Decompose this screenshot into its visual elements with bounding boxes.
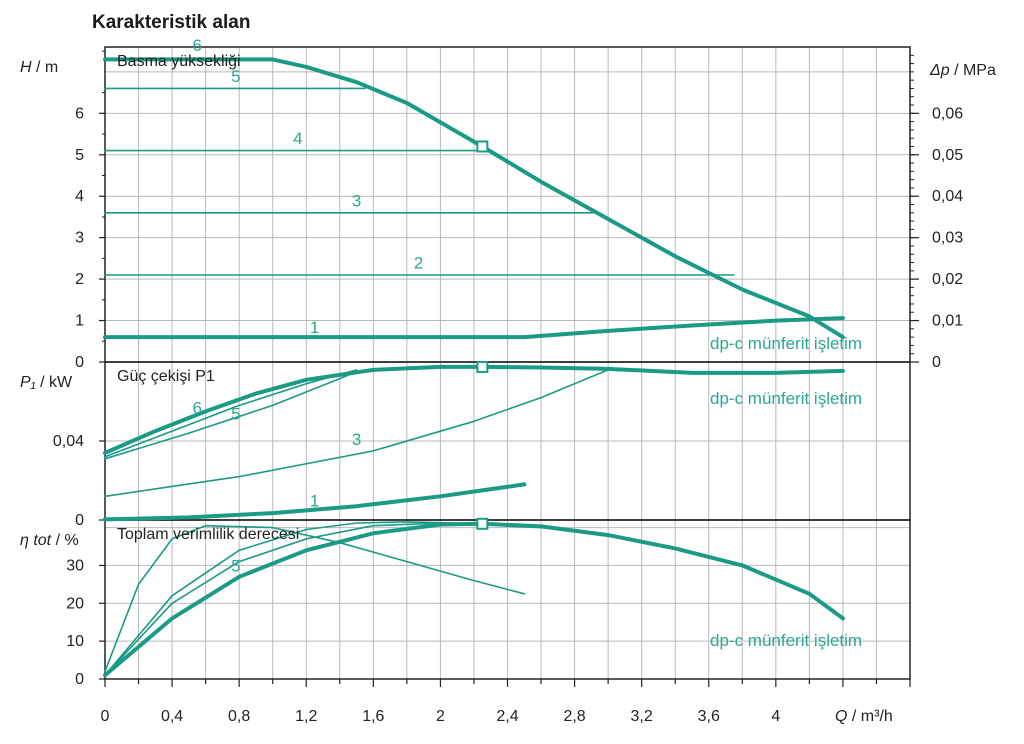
y2-tick-label: 0,04 [932, 188, 963, 205]
series-curve-3 [104, 369, 609, 498]
operating-point-marker [476, 140, 489, 153]
y-tick-label: 0 [75, 512, 84, 529]
series-label-2: 2 [414, 254, 423, 273]
operating-point-marker [476, 517, 489, 530]
y-tick-label: 10 [66, 633, 84, 650]
series-label-6: 6 [193, 36, 202, 55]
panel-title: Güç çekişi P1 [117, 368, 215, 385]
y2-axis-label: Δp / MPa [929, 62, 996, 79]
y2-tick-label: 0,05 [932, 147, 963, 164]
series-curve-1 [103, 482, 527, 522]
x-tick-label: 0,8 [228, 708, 250, 725]
operating-point-marker [476, 360, 489, 373]
series-label-1: 1 [310, 491, 319, 510]
x-tick-label: 1,2 [295, 708, 317, 725]
series-label-5: 5 [231, 404, 240, 423]
y-tick-label: 1 [75, 313, 84, 330]
y2-tick-label: 0,02 [932, 271, 963, 288]
series-label-3: 3 [352, 430, 361, 449]
y-axis-label: η tot / % [20, 532, 79, 549]
chart-title: Karakteristik alan [92, 12, 251, 33]
series-curve-6 [103, 57, 845, 340]
series-curves [103, 57, 845, 678]
y-axis-label: H / m [20, 59, 58, 76]
series-label-5: 5 [231, 67, 240, 86]
y-tick-label: 5 [75, 147, 84, 164]
x-tick-label: 2,4 [496, 708, 518, 725]
panel-title: Toplam verimlilik derecesi [117, 526, 299, 543]
y-tick-label: 0,04 [53, 433, 84, 450]
panel-frames [99, 46, 919, 687]
y-tick-label: 2 [75, 271, 84, 288]
y2-tick-label: 0,06 [932, 105, 963, 122]
x-tick-label: 3,2 [631, 708, 653, 725]
series-curve-5 [104, 521, 458, 676]
y2-tick-label: 0,03 [932, 230, 963, 247]
operating-mode-annotation: dp-c münferit işletim [710, 389, 862, 408]
series-label-4: 4 [293, 129, 302, 148]
y-tick-label: 30 [66, 557, 84, 574]
chart-text: 0 1 2 3 4 5 6 H / m Basma yüksekliği dp-c münferi… [20, 36, 996, 725]
y-tick-label: 3 [75, 230, 84, 247]
y-axis-label: P₁ / kW [20, 374, 73, 391]
panel-title: Basma yüksekliği [117, 53, 241, 70]
x-tick-label: 3,6 [698, 708, 720, 725]
grid-lines [105, 47, 910, 679]
series-curve-1 [103, 316, 845, 340]
x-tick-label: 1,6 [362, 708, 384, 725]
y-tick-label: 0 [75, 354, 84, 371]
x-tick-label: 0,4 [161, 708, 183, 725]
series-curve-1 [104, 524, 526, 673]
series-label-5: 5 [231, 556, 240, 575]
series-label-6: 6 [193, 398, 202, 417]
series-curve-6 [103, 364, 845, 455]
x-axis-label: Q / m³/h [835, 708, 893, 725]
operating-mode-annotation: dp-c münferit işletim [710, 334, 862, 353]
y-tick-label: 20 [66, 595, 84, 612]
series-curve-4 [104, 522, 484, 676]
series-curve-5 [104, 369, 358, 458]
y-tick-label: 4 [75, 188, 84, 205]
operating-mode-annotation: dp-c münferit işletim [710, 631, 862, 650]
series-label-1: 1 [310, 318, 319, 337]
x-tick-label: 2,8 [563, 708, 585, 725]
y-tick-label: 0 [75, 671, 84, 688]
y-tick-label: 6 [75, 105, 84, 122]
series-curve-4 [104, 371, 358, 460]
y2-tick-label: 0,01 [932, 313, 963, 330]
x-tick-label: 0 [101, 708, 110, 725]
x-tick-label: 4 [771, 708, 780, 725]
y2-tick-label: 0 [932, 354, 941, 371]
series-label-3: 3 [352, 191, 361, 210]
x-tick-label: 2 [436, 708, 445, 725]
